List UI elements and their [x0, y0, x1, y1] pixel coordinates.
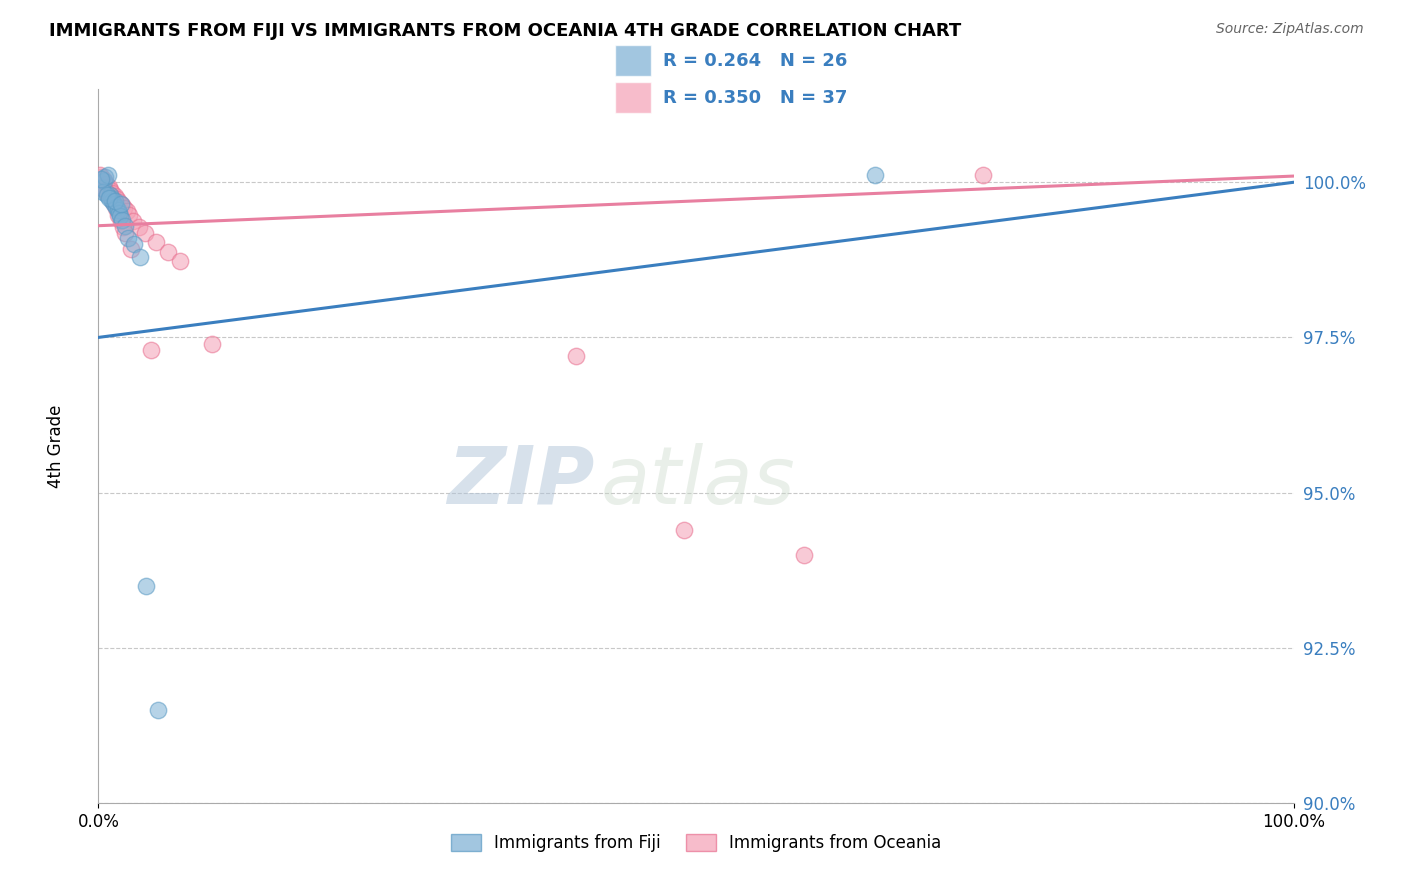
- Point: [91, 179, 114, 194]
- Point: [104, 202, 127, 216]
- Point: [94, 183, 117, 197]
- Point: [96, 177, 118, 191]
- Legend: Immigrants from Fiji, Immigrants from Oceania: Immigrants from Fiji, Immigrants from Oc…: [444, 827, 948, 859]
- Point: [96, 186, 118, 200]
- Point: [134, 226, 156, 240]
- Point: [98, 187, 122, 202]
- Point: [103, 197, 125, 211]
- Point: [114, 219, 136, 233]
- Point: [105, 200, 128, 214]
- Text: R = 0.264   N = 26: R = 0.264 N = 26: [664, 52, 848, 70]
- Point: [110, 213, 132, 227]
- Point: [89, 168, 111, 182]
- Point: [156, 244, 179, 259]
- Point: [108, 195, 131, 210]
- Point: [96, 187, 118, 202]
- Point: [117, 231, 139, 245]
- Point: [112, 202, 135, 216]
- Point: [97, 168, 120, 182]
- Text: IMMIGRANTS FROM FIJI VS IMMIGRANTS FROM OCEANIA 4TH GRADE CORRELATION CHART: IMMIGRANTS FROM FIJI VS IMMIGRANTS FROM …: [49, 22, 962, 40]
- Point: [111, 212, 134, 227]
- Point: [103, 189, 125, 203]
- Text: ZIP: ZIP: [447, 442, 595, 521]
- Point: [101, 194, 124, 208]
- Point: [122, 213, 145, 227]
- Point: [98, 183, 122, 197]
- Text: Source: ZipAtlas.com: Source: ZipAtlas.com: [1216, 22, 1364, 37]
- Point: [94, 170, 117, 185]
- Point: [93, 173, 115, 187]
- Point: [90, 170, 112, 185]
- Point: [100, 191, 122, 205]
- Point: [108, 210, 131, 224]
- Text: R = 0.350   N = 37: R = 0.350 N = 37: [664, 89, 848, 107]
- Point: [124, 237, 146, 252]
- Point: [101, 186, 124, 200]
- Point: [107, 208, 129, 222]
- Point: [118, 208, 141, 222]
- Point: [91, 185, 114, 199]
- Point: [107, 206, 129, 220]
- Point: [148, 703, 170, 717]
- Point: [169, 254, 191, 268]
- Point: [104, 194, 127, 208]
- Point: [793, 548, 815, 562]
- Point: [865, 168, 887, 182]
- Point: [91, 181, 114, 195]
- Point: [103, 195, 125, 210]
- Point: [111, 198, 134, 212]
- Point: [107, 203, 129, 218]
- Point: [114, 226, 136, 240]
- Point: [97, 191, 120, 205]
- Text: 4th Grade: 4th Grade: [48, 404, 65, 488]
- Point: [135, 579, 157, 593]
- FancyBboxPatch shape: [614, 45, 651, 76]
- FancyBboxPatch shape: [614, 82, 651, 113]
- Text: atlas: atlas: [600, 442, 796, 521]
- Point: [145, 235, 167, 250]
- Point: [110, 197, 132, 211]
- Point: [105, 192, 128, 206]
- Point: [97, 179, 120, 194]
- Point: [201, 336, 224, 351]
- Point: [115, 204, 138, 219]
- Point: [120, 242, 142, 256]
- Point: [129, 250, 152, 264]
- Point: [972, 168, 994, 182]
- Point: [93, 174, 115, 188]
- Point: [128, 219, 150, 234]
- Point: [673, 523, 696, 537]
- Point: [565, 349, 588, 363]
- Point: [90, 171, 112, 186]
- Point: [111, 219, 134, 234]
- Point: [139, 343, 162, 357]
- Point: [100, 189, 122, 203]
